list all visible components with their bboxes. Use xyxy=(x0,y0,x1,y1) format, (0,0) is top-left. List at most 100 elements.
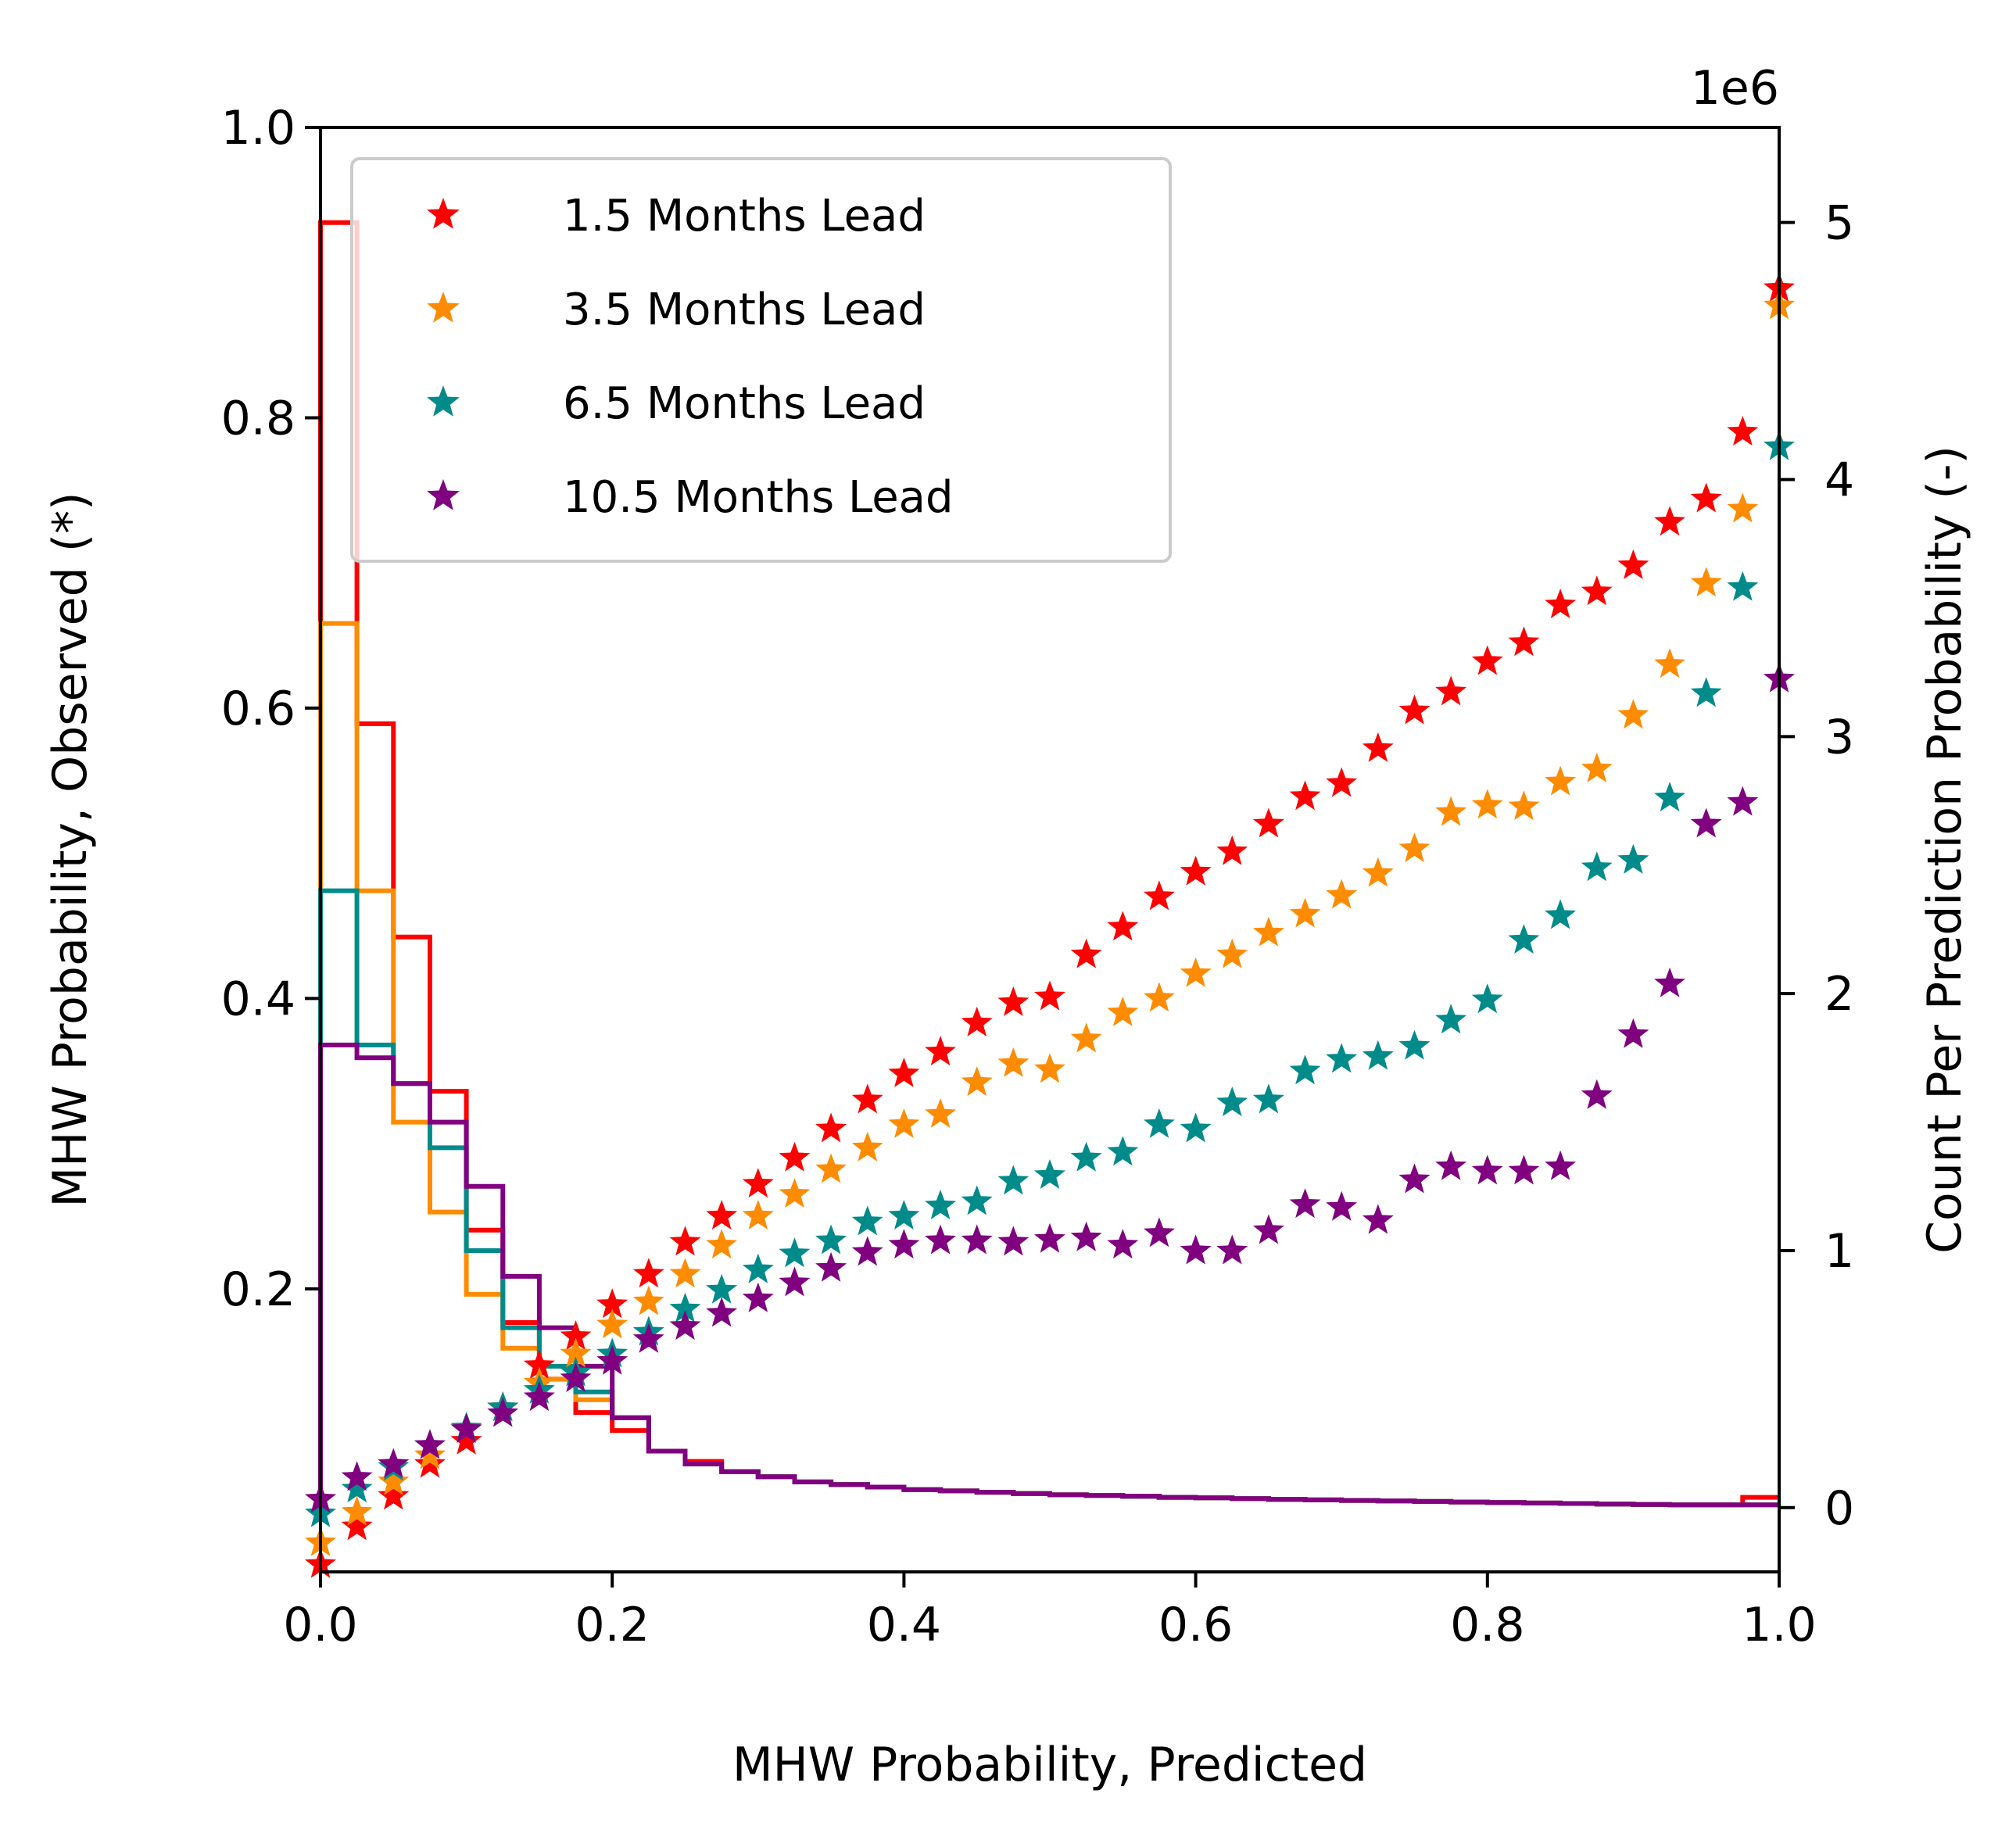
observed-point xyxy=(1180,1112,1212,1143)
observed-point xyxy=(378,1448,410,1478)
observed-point xyxy=(997,986,1029,1016)
observed-point xyxy=(1398,1029,1431,1060)
observed-point xyxy=(1070,1221,1102,1251)
observed-point xyxy=(523,1381,555,1412)
observed-point xyxy=(632,1258,664,1288)
observed-point xyxy=(341,1461,373,1491)
observed-point xyxy=(1581,752,1613,782)
observed-point xyxy=(742,1200,774,1230)
observed-point xyxy=(1471,1154,1503,1185)
observed-point xyxy=(1216,835,1248,865)
observed-point xyxy=(1362,857,1394,887)
observed-point xyxy=(450,1413,482,1443)
observed-point xyxy=(1034,1222,1065,1253)
observed-point xyxy=(1289,780,1321,811)
observed-point xyxy=(1398,694,1431,725)
legend-box xyxy=(350,157,1172,563)
observed-point xyxy=(596,1308,628,1339)
observed-point xyxy=(997,1226,1029,1256)
observed-point xyxy=(1144,880,1175,911)
observed-point xyxy=(1690,807,1722,838)
right-y-tick-label: 2 xyxy=(1824,967,1854,1022)
right-y-axis-label: Count Per Prediction Probability (-) xyxy=(1918,446,1972,1254)
x-axis-ticks: 0.0 0.2 0.4 0.6 0.8 1.0 xyxy=(283,1572,1817,1652)
observed-point xyxy=(378,1480,410,1510)
observed-point xyxy=(1326,767,1358,797)
observed-point xyxy=(1727,571,1759,601)
observed-point xyxy=(1070,938,1102,968)
right-y-tick-label: 3 xyxy=(1824,710,1854,764)
observed-point xyxy=(1471,645,1503,675)
observed-point xyxy=(851,1131,883,1162)
right-axis-offset-label: 1e6 xyxy=(1691,61,1779,116)
observed-point xyxy=(1654,782,1685,812)
observed-point xyxy=(1144,1108,1175,1138)
observed-point xyxy=(1398,832,1431,863)
y-tick-label: 0.4 xyxy=(221,972,295,1026)
observed-point xyxy=(1545,899,1577,929)
observed-point xyxy=(1326,879,1358,909)
observed-point xyxy=(1727,786,1759,816)
observed-point xyxy=(888,1200,920,1230)
observed-point xyxy=(851,1236,883,1266)
observed-point xyxy=(997,1047,1029,1077)
observed-point xyxy=(560,1362,592,1392)
legend-label: 3.5 Months Lead xyxy=(563,285,926,335)
observed-point xyxy=(414,1429,446,1459)
observed-point xyxy=(1070,1022,1102,1053)
right-y-tick-label: 0 xyxy=(1824,1481,1854,1536)
x-tick-label: 1.0 xyxy=(1742,1598,1816,1652)
observed-point xyxy=(1144,982,1175,1012)
y-tick-label: 0.2 xyxy=(221,1262,295,1317)
right-y-axis-ticks: 0 1 2 3 4 5 xyxy=(1779,196,1854,1536)
observed-point xyxy=(1107,1229,1139,1259)
observed-point xyxy=(1289,1054,1321,1085)
observed-point xyxy=(742,1253,774,1283)
observed-point xyxy=(341,1510,373,1541)
observed-point xyxy=(1545,765,1577,796)
x-tick-label: 0.6 xyxy=(1158,1598,1233,1652)
observed-point xyxy=(815,1251,847,1282)
observed-point xyxy=(669,1258,701,1288)
right-y-tick-label: 4 xyxy=(1824,453,1854,507)
observed-point xyxy=(1252,807,1284,838)
observed-point xyxy=(1654,506,1685,536)
observed-point xyxy=(1690,567,1722,597)
observed-point xyxy=(669,1226,701,1256)
observed-point xyxy=(341,1495,373,1526)
observed-point xyxy=(1180,957,1212,987)
observed-point xyxy=(1508,626,1540,657)
observed-point xyxy=(888,1108,920,1138)
observed-point xyxy=(815,1153,847,1183)
observed-point xyxy=(1289,1188,1321,1219)
observed-point xyxy=(1617,549,1649,579)
x-tick-label: 0.2 xyxy=(575,1598,649,1652)
observed-point xyxy=(1508,790,1540,821)
observed-point xyxy=(1508,924,1540,954)
observed-point xyxy=(1216,1086,1248,1117)
legend-marker xyxy=(427,479,460,510)
observed-point xyxy=(1617,843,1649,874)
observed-point xyxy=(1398,1163,1431,1194)
observed-point xyxy=(632,1323,664,1353)
x-axis-label: MHW Probability, Predicted xyxy=(732,1738,1367,1792)
observed-point xyxy=(1289,897,1321,928)
legend-marker xyxy=(427,385,460,417)
observed-point xyxy=(851,1205,883,1236)
legend-label: 6.5 Months Lead xyxy=(563,378,926,429)
right-y-tick-label: 1 xyxy=(1824,1224,1854,1279)
observed-point xyxy=(779,1141,811,1172)
x-tick-label: 0.4 xyxy=(867,1598,941,1652)
legend-label: 10.5 Months Lead xyxy=(563,472,954,523)
observed-point xyxy=(1545,589,1577,618)
observed-point xyxy=(1180,1234,1212,1265)
observed-point xyxy=(632,1285,664,1316)
observed-point xyxy=(1034,980,1065,1011)
observed-point xyxy=(961,1224,993,1255)
observed-point xyxy=(1654,967,1685,997)
observed-point xyxy=(1326,1043,1358,1073)
observed-point xyxy=(1435,1150,1467,1180)
plot-frame xyxy=(319,126,1781,1573)
observed-point xyxy=(1326,1190,1358,1221)
observed-point xyxy=(1471,789,1503,819)
